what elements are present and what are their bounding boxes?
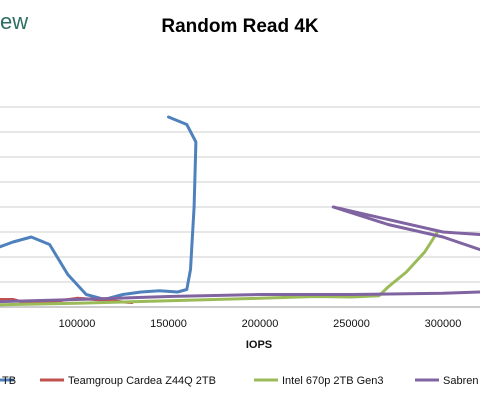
logo-text: ew — [0, 9, 28, 34]
legend-label-2: Intel 670p 2TB Gen3 — [282, 375, 384, 387]
x-tick-label-5: 300000 — [425, 318, 462, 330]
x-axis-title: IOPS — [246, 339, 272, 351]
legend-label-3: Sabren — [443, 375, 478, 387]
legend: TB Teamgroup Cardea Z44Q 2TB Intel 670p 2T… — [0, 375, 478, 387]
x-tick-label-2: 150000 — [150, 318, 187, 330]
x-tick-label-4: 250000 — [333, 318, 370, 330]
x-tick-labels: 0100000150000200000250000300000 — [59, 318, 462, 330]
series-line-0 — [0, 115, 198, 301]
series-line-2 — [0, 230, 439, 307]
x-tick-label-1: 100000 — [59, 318, 96, 330]
gridlines — [0, 106, 480, 308]
chart-title: Random Read 4K — [161, 16, 319, 37]
series-line-3 — [0, 290, 480, 304]
legend-label-0: TB — [2, 375, 16, 387]
x-tick-label-3: 200000 — [242, 318, 279, 330]
series-line-4 — [331, 205, 480, 251]
series-lines — [0, 115, 480, 307]
legend-label-1: Teamgroup Cardea Z44Q 2TB — [68, 375, 216, 387]
